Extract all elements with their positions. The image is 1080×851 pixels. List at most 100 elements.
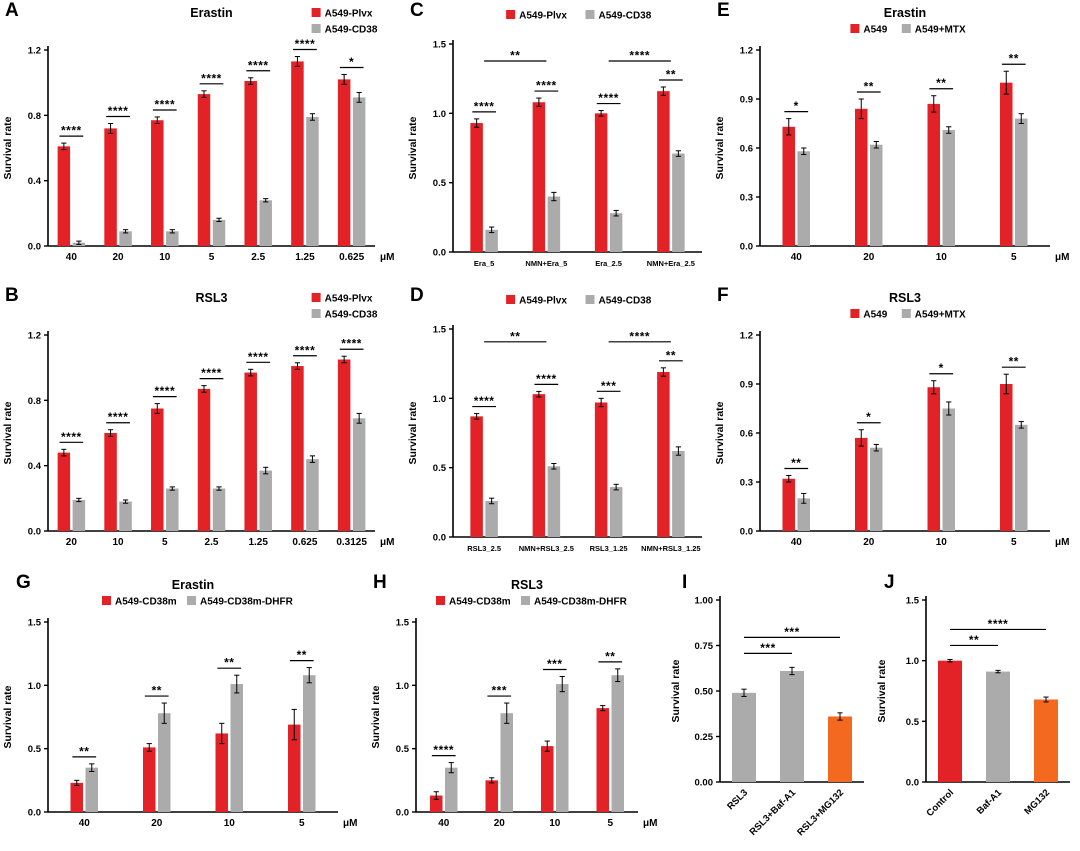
- panel-label-F: F: [717, 285, 729, 306]
- chart-svg: Erastin A549-CD38m A549-CD38m-DHFR 0.0 0.5 1.…: [2, 578, 357, 829]
- significance-stars: **: [666, 348, 676, 362]
- x-tick-label: 0.625: [339, 252, 364, 263]
- y-tick-label: 0.25: [695, 732, 714, 743]
- y-axis-label: Survival rate: [670, 659, 682, 722]
- legend-swatch: [311, 293, 321, 302]
- significance-stars: ****: [201, 366, 222, 380]
- chart-svg: A549-Plvx A549-CD38 0.0 0.5 1.0 1.5 Survival r…: [407, 295, 702, 553]
- significance-stars: ****: [295, 37, 316, 51]
- y-axis-label: Survival rate: [714, 116, 726, 179]
- bar: [197, 94, 211, 246]
- x-tick-label: NMN+Era_2.5: [647, 259, 695, 268]
- panel-C: C A549-Plvx A549-CD38 0.0 0.5 1.0 1.5 Survival…: [405, 0, 712, 282]
- panel-label-B: B: [5, 285, 19, 306]
- bar: [782, 126, 795, 246]
- chart-svg: 0.0 0.5 1.0 1.5 Survival rate Control Baf-A1 MG…: [876, 596, 1070, 819]
- y-tick-label: 0.0: [740, 527, 753, 538]
- y-axis-label: Survival rate: [876, 659, 888, 722]
- chart-title: Erastin: [172, 578, 214, 592]
- legend-label: A549-CD38: [325, 25, 378, 36]
- x-tick-label: 40: [79, 818, 91, 829]
- y-axis-label: Survival rate: [407, 116, 419, 179]
- chart-title: Erastin: [884, 6, 926, 20]
- bar: [119, 501, 132, 531]
- significance-stars: ****: [201, 71, 222, 85]
- significance-stars: ****: [474, 394, 495, 408]
- significance-stars: *: [939, 361, 944, 375]
- bar: [337, 359, 351, 531]
- y-tick-label: 1.00: [695, 596, 714, 607]
- significance-stars: **: [79, 744, 89, 758]
- panel-label-J: J: [884, 572, 895, 593]
- y-tick-label: 0.6: [740, 144, 753, 155]
- bar: [259, 470, 272, 531]
- x-unit-label: μM: [643, 818, 657, 829]
- legend-label: A549-CD38m-DHFR: [200, 597, 294, 608]
- bar: [780, 670, 804, 782]
- chart-title: RSL3: [889, 291, 921, 305]
- x-unit-label: μM: [380, 252, 394, 263]
- y-tick-label: 0.4: [28, 176, 42, 187]
- chart-svg: RSL3 A549-Plvx A549-CD38 0.0 0.4 0.8 1.2 Surviv…: [2, 291, 394, 548]
- bar: [485, 229, 498, 252]
- y-axis-label: Survival rate: [2, 401, 14, 464]
- bar: [306, 116, 319, 246]
- chart-svg: Erastin A549 A549+MTX 0.0 0.3 0.6 0.9 1.2 Surviv…: [714, 6, 1069, 263]
- bar: [547, 196, 561, 252]
- y-tick-label: 0.5: [396, 744, 410, 755]
- x-tick-label: 10: [113, 537, 125, 548]
- significance-stars: *: [349, 55, 354, 69]
- significance-stars: ****: [536, 79, 557, 93]
- y-axis-label: Survival rate: [370, 685, 382, 748]
- legend-swatch: [311, 8, 321, 17]
- y-tick-label: 1.2: [740, 46, 753, 57]
- bar: [672, 451, 685, 537]
- significance-stars: ***: [491, 684, 507, 698]
- x-tick-label: NMN+RSL3_1.25: [641, 544, 700, 553]
- y-tick-label: 1.2: [28, 46, 41, 57]
- legend-label: A549-Plvx: [325, 9, 373, 20]
- legend-swatch: [506, 10, 516, 19]
- legend-swatch: [506, 295, 516, 304]
- bar: [352, 418, 366, 531]
- bar: [611, 675, 624, 812]
- y-tick-label: 0.0: [28, 527, 41, 538]
- chart-svg: A549-Plvx A549-CD38 0.0 0.5 1.0 1.5 Survival r…: [407, 10, 702, 268]
- significance-stars: ****: [154, 97, 175, 111]
- bar: [1015, 424, 1028, 531]
- bar: [485, 500, 498, 537]
- significance-stars: ***: [784, 625, 800, 639]
- legend-label: A549-CD38: [599, 296, 652, 307]
- x-tick-label: 2.5: [205, 537, 219, 548]
- bar: [303, 675, 316, 812]
- significance-stars: ****: [988, 617, 1009, 631]
- bar: [445, 767, 458, 812]
- bar: [57, 452, 71, 531]
- bar: [855, 108, 868, 246]
- significance-stars: **: [510, 329, 520, 343]
- bar: [797, 498, 810, 531]
- legend-swatch: [311, 309, 321, 318]
- x-tick-label: 20: [66, 537, 78, 548]
- x-tick-label: 40: [791, 537, 803, 548]
- x-tick-label: 5: [162, 537, 168, 548]
- chart-title: RSL3: [511, 578, 543, 592]
- bar: [609, 487, 623, 537]
- significance-stars: ***: [760, 641, 776, 655]
- significance-stars: ****: [598, 91, 619, 105]
- y-tick-label: 1.0: [433, 394, 446, 405]
- chart-D: A549-Plvx A549-CD38 0.0 0.5 1.0 1.5 Survival r…: [405, 285, 712, 567]
- bar: [306, 459, 319, 531]
- bar: [942, 130, 955, 246]
- bar: [470, 416, 483, 537]
- legend-label: A549: [863, 25, 887, 36]
- bar: [986, 671, 1010, 782]
- panel-label-C: C: [410, 0, 424, 21]
- panel-E: E Erastin A549 A549+MTX 0.0 0.3 0.6 0.9 1.2 Surv…: [712, 0, 1080, 282]
- x-tick-label: Control: [924, 787, 956, 819]
- x-tick-label: 10: [549, 818, 561, 829]
- bar: [151, 120, 164, 246]
